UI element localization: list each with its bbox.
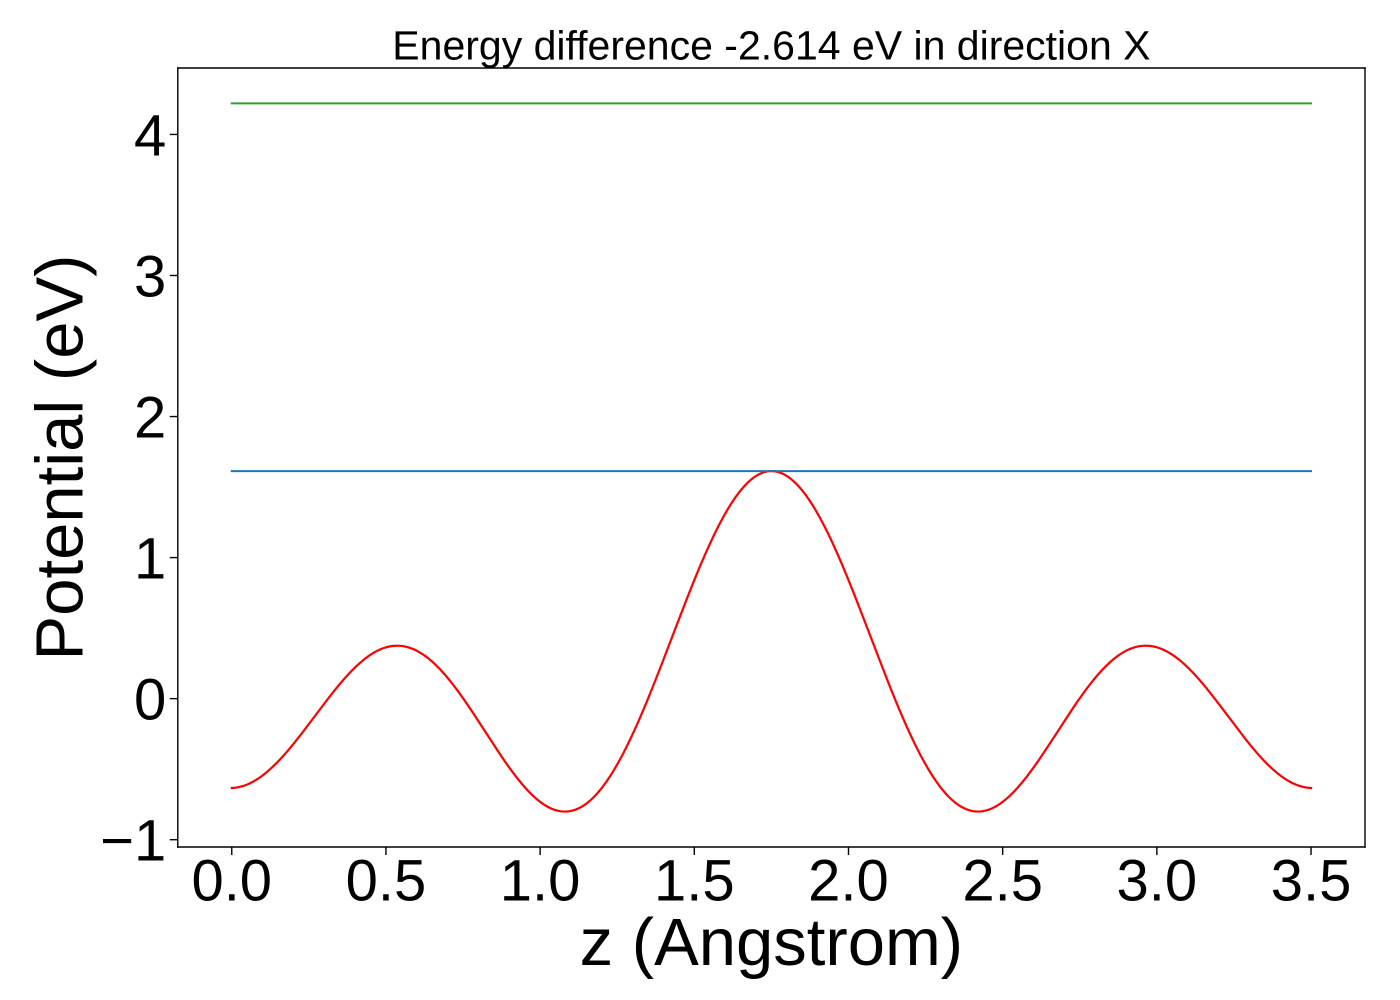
svg-text:3.5: 3.5	[1271, 849, 1352, 914]
svg-text:1.5: 1.5	[654, 849, 735, 914]
svg-text:0.0: 0.0	[191, 849, 272, 914]
svg-text:z (Angstrom): z (Angstrom)	[580, 905, 963, 980]
svg-text:1: 1	[134, 527, 166, 592]
svg-text:4: 4	[134, 103, 166, 168]
svg-text:2: 2	[134, 386, 166, 451]
svg-text:2.0: 2.0	[808, 849, 889, 914]
svg-text:3: 3	[134, 245, 166, 310]
svg-text:0: 0	[134, 668, 166, 733]
svg-text:3.0: 3.0	[1117, 849, 1198, 914]
svg-text:Potential (eV): Potential (eV)	[22, 255, 97, 661]
svg-text:1.0: 1.0	[500, 849, 581, 914]
svg-text:2.5: 2.5	[962, 849, 1043, 914]
svg-text:−1: −1	[100, 809, 166, 874]
svg-text:0.5: 0.5	[346, 849, 427, 914]
svg-text:Energy difference -2.614 eV in: Energy difference -2.614 eV in direction…	[392, 22, 1150, 68]
